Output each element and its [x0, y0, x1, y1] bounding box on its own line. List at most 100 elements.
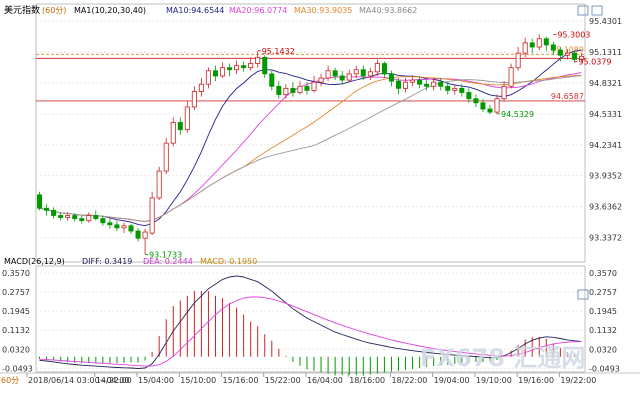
- candle-body: [262, 56, 268, 75]
- candle-body: [128, 225, 134, 232]
- candle-body: [578, 55, 584, 60]
- ma-legend-item: MA30:93.9035: [294, 6, 352, 15]
- time-tick-label: 19/04:00: [434, 376, 470, 385]
- candle-body: [410, 79, 416, 83]
- price-tick-label: 93.3372: [589, 233, 622, 242]
- candle-body: [114, 224, 120, 229]
- ma10-line: [39, 49, 582, 227]
- candle-body: [466, 92, 472, 100]
- macd-tick-label-right: 0.2757: [589, 288, 617, 297]
- macd-tick-label-left: 0.0320: [2, 345, 30, 354]
- macd-settings-icon[interactable]: [577, 289, 589, 300]
- candle-body: [564, 52, 570, 56]
- candle-body: [325, 70, 331, 79]
- candle-body: [318, 77, 324, 83]
- price-panel-frame: [35, 3, 586, 263]
- watermark-text: FX678 汇通网: [420, 344, 585, 372]
- candle-body: [522, 42, 528, 54]
- candle-body: [290, 87, 296, 93]
- candle-body: [339, 75, 345, 81]
- candle-body: [184, 106, 190, 131]
- macd-legend-title: MACD(26,12,9): [4, 257, 65, 266]
- candle-body: [346, 73, 352, 81]
- time-tick-label: 18/16:00: [349, 376, 385, 385]
- toolbar-icons[interactable]: [577, 5, 603, 300]
- macd-legend-diff: DIFF: 0.3419: [82, 257, 132, 266]
- candle-body: [311, 81, 317, 91]
- candle-body: [494, 98, 500, 113]
- candle-body: [37, 194, 43, 209]
- candle-body: [86, 215, 92, 222]
- candle-body: [374, 63, 380, 73]
- candle-body: [58, 215, 64, 218]
- candle-body: [395, 80, 401, 89]
- candle-body: [403, 81, 409, 89]
- candles: [37, 34, 584, 255]
- candle-body: [93, 215, 99, 219]
- candle-body: [177, 122, 183, 131]
- candle-body: [44, 207, 50, 211]
- candle-body: [332, 70, 338, 77]
- candle-body: [248, 63, 254, 69]
- macd-panel: MACD(26,12,9) DIFF: 0.3419 DEA: 0.2444 MACD…: [4, 257, 582, 376]
- candle-body: [557, 49, 563, 56]
- macd-panel-frame: [35, 265, 586, 373]
- macd-legend-dea: DEA: 0.2444: [143, 257, 193, 266]
- ma40-line: [39, 75, 582, 222]
- candle-body: [156, 170, 162, 199]
- candle-body: [269, 73, 275, 87]
- candle-body: [431, 81, 437, 87]
- price-tick-label: 95.4301: [589, 17, 622, 26]
- price-tick-label: 93.9352: [589, 172, 622, 181]
- price-tick-label: 94.5331: [589, 110, 622, 119]
- candle-body: [438, 81, 444, 87]
- fullscreen-icon[interactable]: [591, 5, 603, 16]
- macd-tick-label-right: 0.3570: [589, 269, 617, 278]
- moving-averages: [39, 49, 582, 227]
- candle-body: [135, 230, 141, 239]
- macd-diff-line: [39, 275, 582, 369]
- candle-body: [536, 38, 542, 48]
- candle-body: [501, 85, 507, 100]
- macd-tick-label-left: 0.1945: [2, 307, 30, 316]
- candle-body: [445, 85, 451, 91]
- candle-body: [353, 69, 359, 75]
- candle-body: [100, 218, 106, 224]
- macd-tick-label-right: 0.1132: [589, 326, 617, 335]
- chart-period: (60分): [42, 6, 66, 15]
- candle-body: [487, 108, 493, 113]
- candle-body: [65, 215, 71, 218]
- candle-body: [79, 218, 85, 222]
- macd-tick-label-left: -0.0493: [2, 364, 33, 373]
- time-tick-label: 2018/06/14 03:00~04:00: [28, 376, 129, 385]
- candle-body: [452, 87, 458, 91]
- candle-body: [72, 215, 78, 219]
- annotation-label: 95.1432: [262, 47, 295, 56]
- candle-body: [51, 209, 57, 216]
- time-tick-label: 15/04:00: [138, 376, 174, 385]
- candle-body: [381, 63, 387, 75]
- time-tick-label: 19/22:00: [560, 376, 596, 385]
- candle-body: [227, 67, 233, 71]
- candle-body: [198, 83, 204, 92]
- chart-title: 美元指数: [4, 4, 40, 16]
- macd-legend-macd: MACD: 0.1950: [200, 257, 257, 266]
- candle-body: [543, 38, 549, 46]
- candle-body: [417, 79, 423, 85]
- candle-body: [241, 65, 247, 69]
- candle-body: [304, 85, 310, 91]
- time-tick-label: 19/10:00: [476, 376, 512, 385]
- chart-settings-icon[interactable]: [577, 5, 589, 16]
- annotation-label: 95.0379: [578, 58, 611, 67]
- annotation-label: 95.3003: [557, 31, 590, 40]
- macd-dea-line: [39, 296, 582, 367]
- candle-body: [142, 231, 148, 239]
- candle-body: [149, 197, 155, 234]
- ma-legend-item: MA1(10,20,30,40): [74, 6, 146, 15]
- candle-body: [234, 65, 240, 71]
- legend: 美元指数 (60分) MA1(10,20,30,40) MA10:94.6544 MA2…: [4, 4, 417, 16]
- candle-body: [367, 71, 373, 77]
- macd-tick-label-left: 0.3570: [2, 269, 30, 278]
